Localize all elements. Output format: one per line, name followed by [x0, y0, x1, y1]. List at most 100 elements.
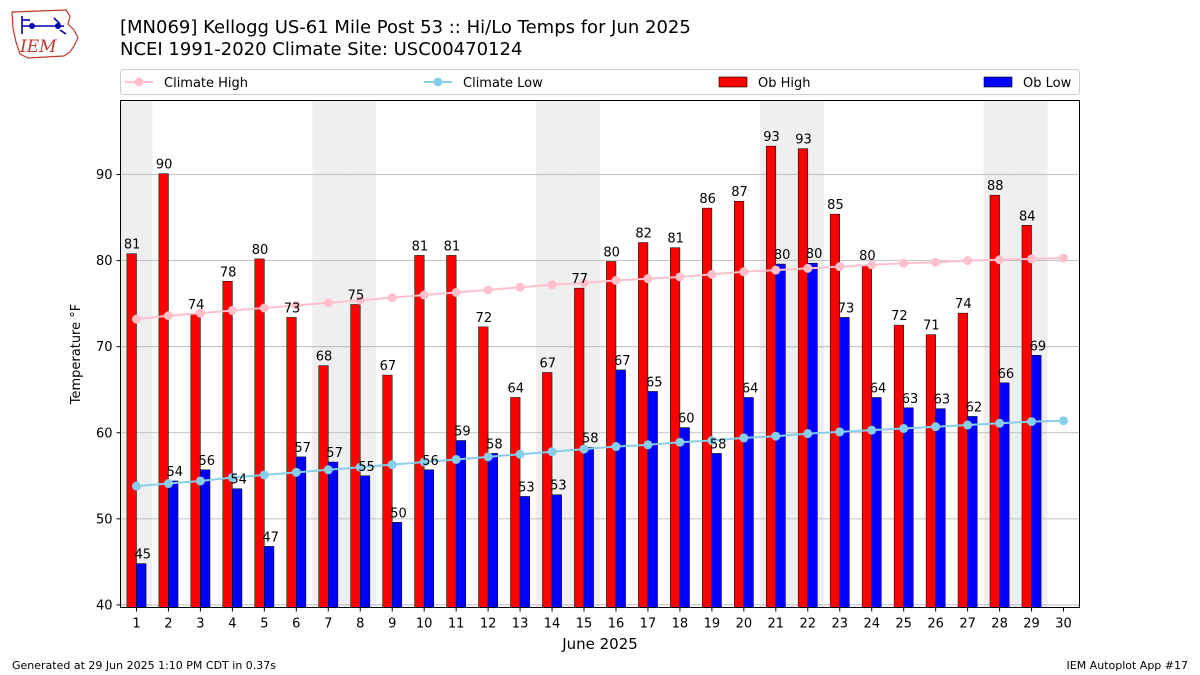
climate-high-point-1	[131, 314, 141, 324]
climate-high-point-15	[579, 278, 589, 288]
ob-low-bar-1	[136, 563, 147, 608]
ob-high-label-27: 74	[955, 297, 972, 312]
ob-low-label-16: 67	[614, 354, 631, 369]
x-tick-label-24: 24	[863, 617, 880, 632]
climate-low-point-28	[995, 418, 1005, 428]
climate-low-point-9	[387, 460, 397, 470]
ob-low-bar-6	[296, 456, 307, 608]
x-tick-label-4: 4	[228, 617, 236, 632]
ob-low-bar-20	[743, 397, 754, 608]
ob-high-bar-8	[350, 304, 361, 608]
ob-high-bar-27	[957, 312, 968, 608]
climate-high-point-5	[259, 303, 269, 313]
climate-high-point-23	[835, 262, 845, 272]
climate-high-point-13	[515, 282, 525, 292]
ob-low-label-6: 57	[294, 441, 311, 456]
ob-high-bar-19	[702, 207, 713, 608]
x-tick-label-7: 7	[324, 617, 332, 632]
ob-high-bar-26	[925, 334, 936, 608]
climate-lines	[131, 253, 1069, 491]
ob-high-label-14: 67	[539, 357, 556, 372]
ob-low-label-9: 50	[390, 506, 407, 521]
climate-low-point-25	[899, 423, 909, 433]
climate-low-point-15	[579, 444, 589, 454]
ob-low-label-18: 60	[678, 412, 695, 427]
ob-low-label-1: 45	[135, 548, 152, 563]
climate-high-point-4	[227, 306, 237, 316]
ob-high-bar-12	[478, 326, 489, 608]
ob-low-label-23: 73	[838, 301, 855, 316]
climate-high-point-22	[803, 263, 813, 273]
ob-high-label-7: 68	[316, 350, 333, 365]
ob-low-label-19: 58	[710, 437, 727, 452]
climate-high-point-8	[355, 295, 365, 305]
climate-low-point-6	[291, 467, 301, 477]
y-tick-label-70: 70	[96, 340, 113, 355]
ob-high-label-8: 75	[348, 289, 365, 304]
ob-low-label-20: 64	[742, 381, 759, 396]
climate-low-point-4	[227, 473, 237, 483]
y-tick-label-60: 60	[96, 426, 113, 441]
legend-label-climate-high: Climate High	[164, 76, 248, 91]
ob-high-bar-21	[765, 145, 777, 608]
climate-high-point-7	[323, 298, 333, 308]
climate-high-point-25	[899, 258, 909, 268]
grid-lines	[120, 174, 1080, 606]
ob-low-bar-10	[423, 469, 435, 608]
ob-high-bar-20	[734, 200, 745, 608]
x-tick-label-17: 17	[640, 617, 657, 632]
legend-label-ob-high: Ob High	[758, 76, 811, 91]
climate-low-point-10	[419, 457, 429, 467]
ob-high-label-10: 81	[412, 239, 429, 254]
ob-low-label-12: 58	[486, 437, 503, 452]
climate-high-point-9	[387, 293, 397, 303]
climate-high-point-19	[707, 269, 717, 279]
ob-low-label-26: 63	[934, 393, 951, 408]
generated-footer: Generated at 29 Jun 2025 1:10 PM CDT in …	[12, 659, 277, 672]
climate-high-point-24	[867, 260, 877, 270]
y-axis-label: Temperature °F	[69, 304, 84, 405]
x-tick-label-3: 3	[196, 617, 204, 632]
climate-high-point-29	[1027, 254, 1037, 264]
ob-low-label-8: 55	[358, 460, 375, 475]
climate-high-line	[136, 257, 1064, 321]
climate-high-point-12	[483, 285, 493, 295]
x-tick-label-25: 25	[895, 617, 912, 632]
ob-low-label-27: 62	[966, 400, 983, 415]
x-tick-label-27: 27	[959, 617, 976, 632]
ob-low-bar-18	[679, 427, 690, 608]
ob-high-bar-4	[222, 281, 233, 608]
ob-low-label-3: 56	[198, 454, 215, 469]
ob-high-bar-23	[829, 213, 840, 608]
bars	[126, 145, 1042, 608]
climate-low-point-23	[835, 427, 845, 437]
app-footer: IEM Autoplot App #17	[1066, 659, 1189, 672]
climate-low-point-11	[451, 454, 461, 464]
climate-low-point-18	[675, 437, 685, 447]
ob-high-label-20: 87	[731, 185, 748, 200]
climate-low-point-27	[963, 420, 973, 430]
ob-high-bar-10	[414, 255, 425, 608]
climate-low-point-29	[1027, 417, 1037, 427]
ob-low-bar-25	[903, 407, 914, 608]
climate-low-point-20	[739, 433, 749, 443]
ob-high-label-29: 84	[1019, 209, 1036, 224]
climate-low-point-30	[1059, 416, 1069, 426]
ob-low-label-22: 80	[806, 247, 823, 262]
ob-high-label-6: 73	[284, 301, 301, 316]
ob-high-bar-29	[1021, 225, 1032, 608]
ob-high-bar-7	[318, 365, 329, 608]
ob-low-bar-9	[391, 522, 403, 608]
climate-high-point-21	[771, 265, 781, 275]
ob-low-label-29: 69	[1030, 339, 1047, 354]
ob-low-bar-14	[551, 494, 562, 608]
climate-high-point-3	[195, 308, 205, 318]
ob-low-bar-8	[360, 475, 371, 608]
x-tick-label-1: 1	[132, 617, 140, 632]
ob-high-label-28: 88	[987, 179, 1004, 194]
ob-low-bar-5	[264, 546, 275, 608]
climate-high-point-26	[931, 257, 941, 267]
ob-low-bar-19	[711, 453, 722, 608]
climate-low-point-3	[195, 476, 205, 486]
ob-high-label-16: 80	[603, 245, 620, 260]
